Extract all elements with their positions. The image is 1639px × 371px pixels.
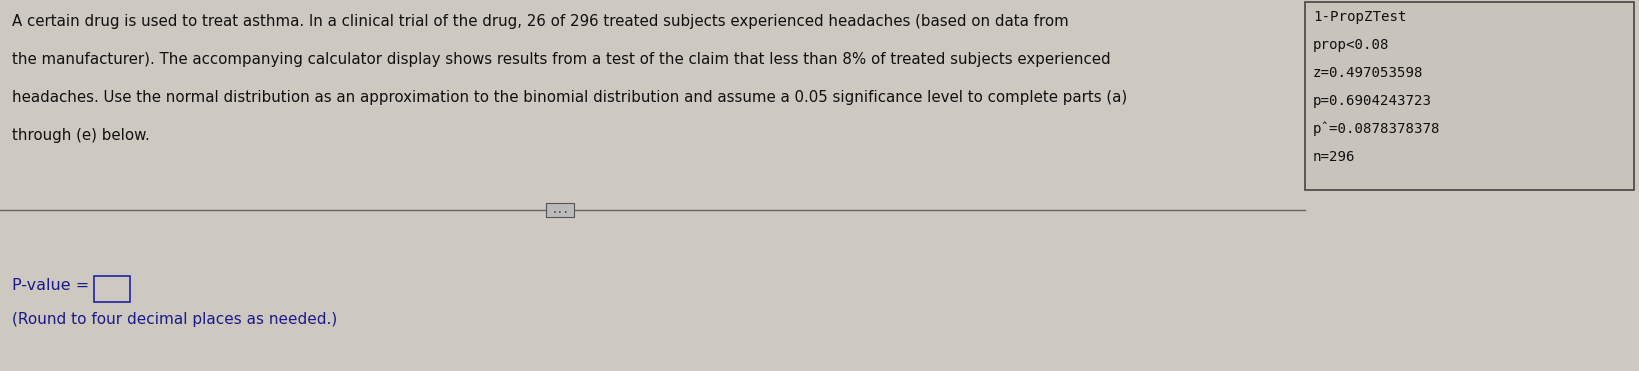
Text: p̂=0.0878378378: p̂=0.0878378378: [1313, 122, 1441, 137]
Text: A certain drug is used to treat asthma. In a clinical trial of the drug, 26 of 2: A certain drug is used to treat asthma. …: [11, 14, 1069, 29]
Text: ...: ...: [551, 205, 569, 215]
Text: through (e) below.: through (e) below.: [11, 128, 149, 143]
Text: (Round to four decimal places as needed.): (Round to four decimal places as needed.…: [11, 312, 338, 327]
Text: headaches. Use the normal distribution as an approximation to the binomial distr: headaches. Use the normal distribution a…: [11, 90, 1128, 105]
Text: n=296: n=296: [1313, 150, 1355, 164]
Bar: [1305, 2, 1634, 190]
Text: p=0.6904243723: p=0.6904243723: [1313, 94, 1432, 108]
Text: prop<0.08: prop<0.08: [1313, 38, 1390, 52]
Text: z=0.497053598: z=0.497053598: [1313, 66, 1424, 80]
Bar: [93, 276, 129, 302]
Bar: [546, 203, 574, 217]
Text: 1-PropZTest: 1-PropZTest: [1313, 10, 1406, 24]
Text: P-value =: P-value =: [11, 278, 89, 293]
Text: the manufacturer). The accompanying calculator display shows results from a test: the manufacturer). The accompanying calc…: [11, 52, 1111, 67]
